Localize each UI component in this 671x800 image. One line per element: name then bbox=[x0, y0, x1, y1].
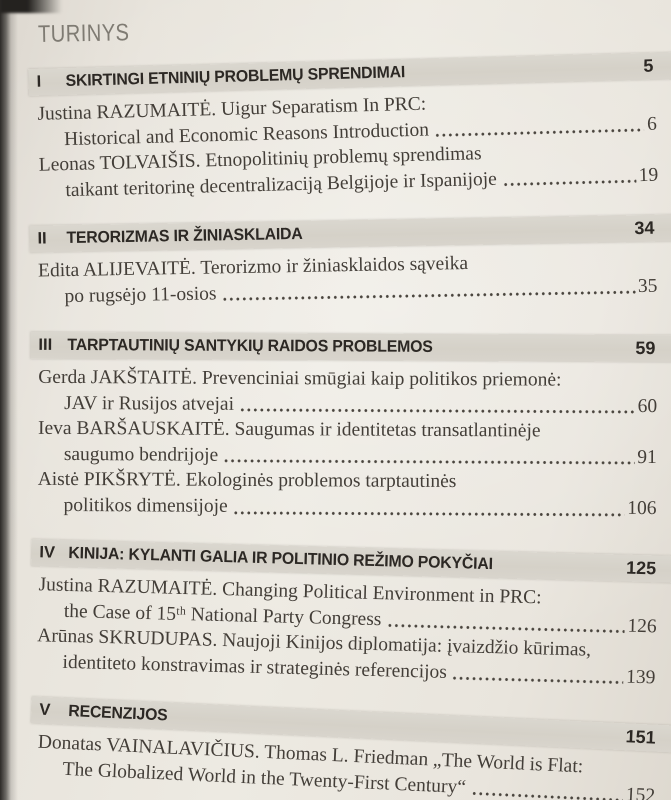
section-entries: Edita ALIJEVAITĖ. Terorizmo ir žiniaskla… bbox=[38, 248, 658, 310]
entry-line-1: Ieva BARŠAUSKAITĖ. Saugumas ir identitet… bbox=[37, 417, 541, 442]
entry-line-2-text: po rugsėjo 11-osios bbox=[64, 283, 217, 308]
section-heading: TERORIZMAS IR ŽINIASKLAIDA bbox=[66, 225, 303, 248]
dot-leader bbox=[232, 493, 625, 522]
section-heading-bar: II TERORIZMAS IR ŽINIASKLAIDA 34 bbox=[29, 214, 671, 254]
entry-line-2: JAV ir Rusijos atvejai 60 bbox=[38, 390, 657, 419]
section-numeral: IV bbox=[39, 543, 56, 562]
toc-entry: Ieva BARŠAUSKAITĖ. Saugumas ir identitet… bbox=[38, 416, 657, 470]
section-heading: SKIRTINGI ETNINIŲ PROBLEMŲ SPRENDIMAI bbox=[65, 63, 406, 91]
entry-line-2: politikos dimensijoje 106 bbox=[38, 492, 657, 522]
entry-page-number: 19 bbox=[638, 164, 659, 186]
section-heading: TARPTAUTINIŲ SANTYKIŲ RAIDOS PROBLEMOS bbox=[67, 335, 433, 356]
section-entries: Justina RAZUMAITĖ. Changing Political En… bbox=[36, 572, 657, 691]
toc-entry: Edita ALIJEVAITĖ. Terorizmo ir žiniaskla… bbox=[38, 248, 658, 310]
dot-leader bbox=[221, 274, 636, 307]
entry-line-2: saugumo bendrijoje 91 bbox=[38, 441, 657, 470]
dot-leader bbox=[223, 442, 635, 470]
toc-section-1: I SKIRTINGI ETNINIŲ PROBLEMŲ SPRENDIMAI … bbox=[28, 52, 671, 205]
section-page-number: 59 bbox=[635, 337, 656, 358]
section-page-number: 125 bbox=[625, 557, 657, 579]
section-numeral: II bbox=[37, 229, 47, 248]
entry-page-number: 6 bbox=[646, 113, 658, 135]
section-numeral: III bbox=[38, 335, 53, 354]
photo-corner-shadow bbox=[0, 0, 62, 13]
dot-leader bbox=[238, 391, 635, 419]
entry-page-number: 139 bbox=[625, 666, 656, 689]
section-heading: KINIJA: KYLANTI GALIA IR POLITINIO REŽIM… bbox=[68, 544, 494, 574]
entry-line-1: Aistė PIKŠRYTĖ. Ekologinės problemos tar… bbox=[37, 468, 457, 492]
entry-page-number: 35 bbox=[637, 275, 658, 298]
section-page-number: 5 bbox=[643, 55, 654, 76]
dot-leader bbox=[451, 659, 624, 691]
entry-page-number: 60 bbox=[637, 395, 658, 417]
toc-section-2: II TERORIZMAS IR ŽINIASKLAIDA 34 Edita A… bbox=[29, 214, 671, 310]
entry-line-2-text: saugumo bendrijoje bbox=[63, 443, 219, 466]
entry-page-number: 106 bbox=[627, 497, 657, 519]
section-heading-bar: III TARPTAUTINIŲ SANTYKIŲ RAIDOS PROBLEM… bbox=[30, 331, 671, 362]
toc-section-3: III TARPTAUTINIŲ SANTYKIŲ RAIDOS PROBLEM… bbox=[30, 331, 671, 522]
entry-page-number: 91 bbox=[637, 446, 657, 468]
page-title: TURINYS bbox=[37, 19, 130, 48]
entry-page-number: 152 bbox=[625, 783, 656, 800]
entry-line-1: Gerda JAKŠTAITĖ. Prevenciniai smūgiai ka… bbox=[38, 366, 562, 391]
entry-page-number: 126 bbox=[627, 615, 657, 638]
entry-line-2-text: JAV ir Rusijos atvejai bbox=[64, 392, 235, 415]
toc-entry: Aistė PIKŠRYTĖ. Ekologinės problemos tar… bbox=[37, 467, 657, 522]
section-page-number: 151 bbox=[625, 725, 657, 748]
section-entries: Justina RAZUMAITĖ. Uigur Separatism In P… bbox=[37, 86, 658, 205]
toc-section-4: IV KINIJA: KYLANTI GALIA IR POLITINIO RE… bbox=[31, 539, 671, 691]
toc-entry: Gerda JAKŠTAITĖ. Prevenciniai smūgiai ka… bbox=[38, 364, 657, 419]
entry-line-2-text: politikos dimensijoje bbox=[63, 494, 228, 517]
section-numeral: V bbox=[38, 700, 51, 719]
section-page-number: 34 bbox=[634, 218, 655, 239]
section-entries: Gerda JAKŠTAITĖ. Prevenciniai smūgiai ka… bbox=[37, 364, 658, 522]
table-of-contents: TURINYS I SKIRTINGI ETNINIŲ PROBLEMŲ SPR… bbox=[0, 19, 671, 800]
dot-leader bbox=[501, 162, 637, 193]
toc-section-5: V RECENZIJOS 151 Donatas VAINALAVIČIUS. … bbox=[30, 695, 671, 800]
section-numeral: I bbox=[36, 72, 42, 91]
